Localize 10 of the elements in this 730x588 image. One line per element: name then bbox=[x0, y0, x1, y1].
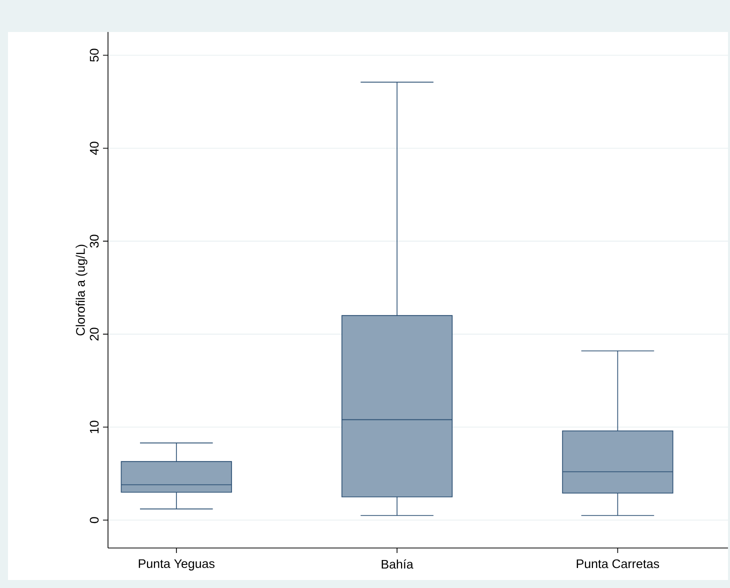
x-tick-label: Punta Carretas bbox=[576, 559, 660, 568]
y-tick-label: 20 bbox=[90, 328, 99, 340]
y-tick-label: 10 bbox=[90, 420, 99, 434]
y-axis-title: Clorofila a (ug/L) bbox=[76, 244, 88, 336]
y-tick-label: 50 bbox=[90, 48, 99, 62]
x-tick-label: Punta Yeguas bbox=[138, 559, 215, 571]
y-tick-label: 30 bbox=[90, 234, 99, 248]
x-tick-label: Bahía bbox=[382, 559, 414, 569]
y-tick-label: 40 bbox=[90, 142, 99, 155]
y-tick-label: 0 bbox=[90, 517, 99, 524]
